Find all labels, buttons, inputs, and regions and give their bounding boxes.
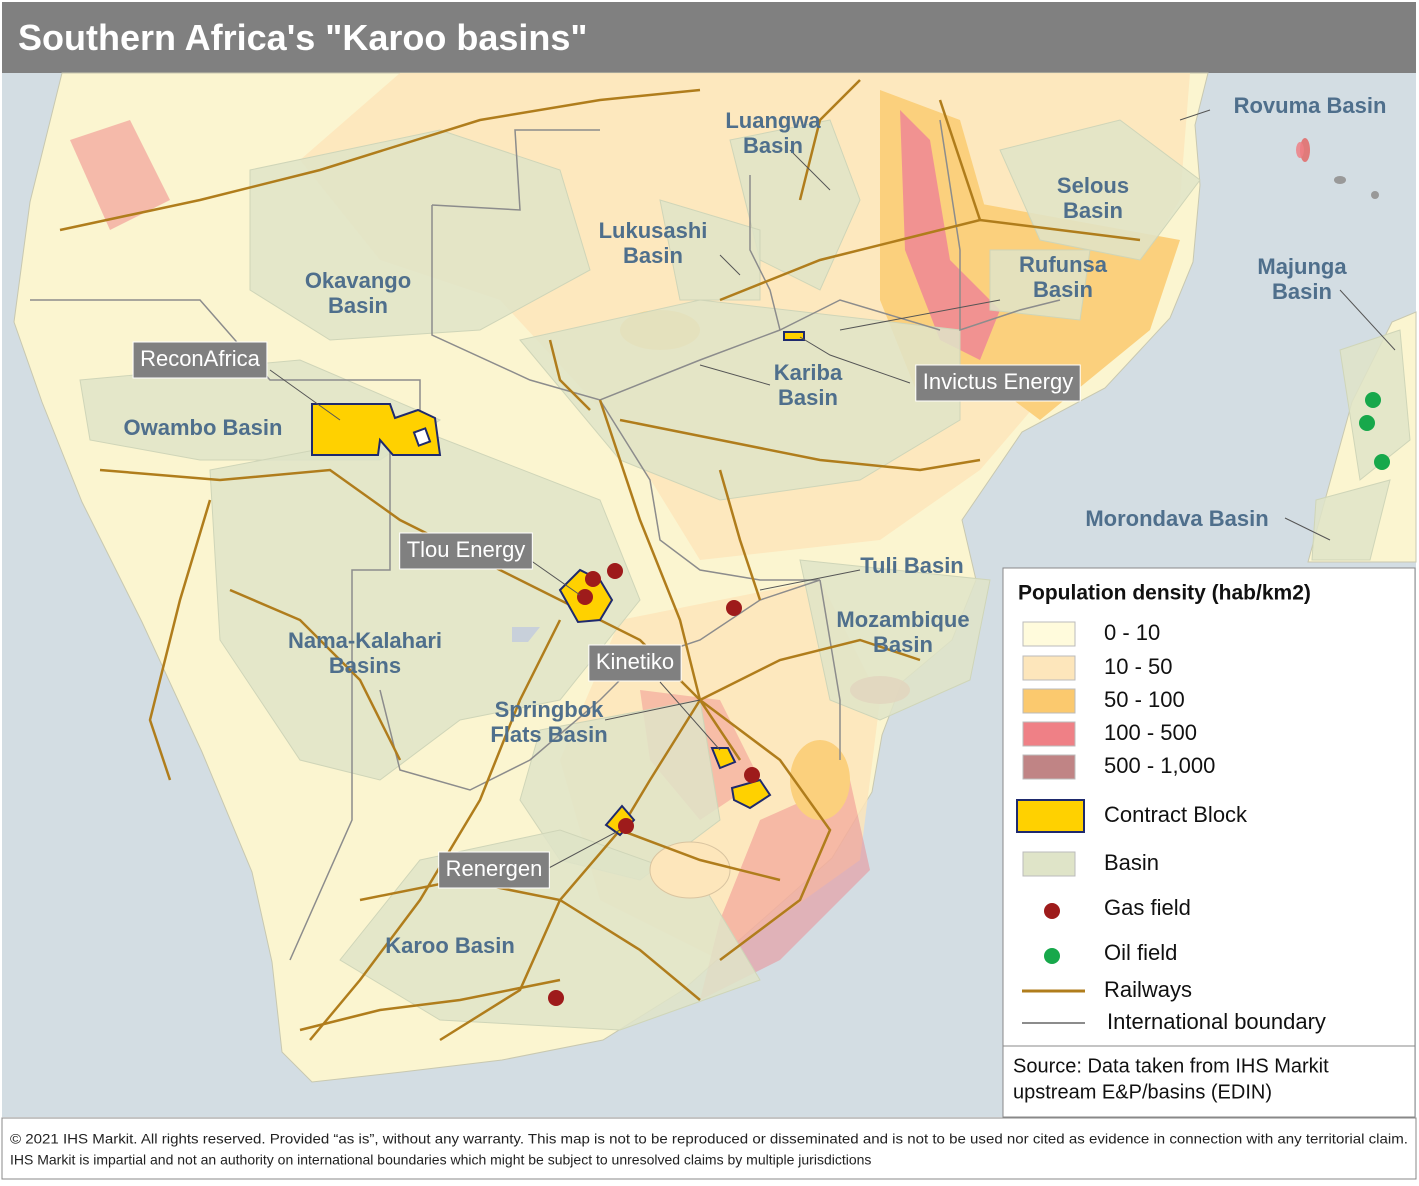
legend-dot <box>1044 948 1060 964</box>
legend-label: 10 - 50 <box>1104 654 1173 679</box>
basin-label: Basin <box>743 133 803 158</box>
lake <box>512 627 540 642</box>
legend-label: 500 - 1,000 <box>1104 753 1215 778</box>
legend-swatch <box>1022 851 1076 877</box>
operator-box <box>399 532 533 570</box>
basin-label: Owambo Basin <box>124 415 283 440</box>
source-line: upstream E&P/basins (EDIN) <box>1013 1081 1272 1103</box>
basin-label: Rufunsa <box>1019 252 1108 277</box>
legend-label: International boundary <box>1107 1009 1326 1034</box>
footer-box <box>1 1117 1417 1180</box>
legend-label: Railways <box>1104 977 1192 1002</box>
footer-line: © 2021 IHS Markit. All rights reserved. … <box>10 1131 1408 1147</box>
legend-swatch <box>1022 655 1076 681</box>
island <box>1334 176 1346 184</box>
legend-label: Oil field <box>1104 940 1177 965</box>
basin-label: Nama-Kalahari <box>288 628 442 653</box>
basin-label: Karoo Basin <box>385 933 515 958</box>
legend-label: Gas field <box>1104 895 1191 920</box>
basin-label: Selous <box>1057 173 1129 198</box>
contract-blocks <box>311 331 805 837</box>
operator-label: ReconAfrica <box>140 346 261 371</box>
title-bar <box>2 2 1416 73</box>
operator-box <box>438 851 550 889</box>
legend-swatch <box>1016 799 1085 833</box>
basin-label: Lukusashi <box>599 218 708 243</box>
legend-swatch <box>1022 754 1076 780</box>
basin-label: Morondava Basin <box>1085 506 1268 531</box>
fields <box>548 392 1390 1006</box>
basin-label: Basin <box>623 243 683 268</box>
legend-swatch <box>1022 688 1076 714</box>
basin-label: Basin <box>1272 279 1332 304</box>
leader-lines <box>269 109 1396 871</box>
operator-box <box>588 644 682 682</box>
source-box <box>1002 1045 1416 1118</box>
operator-label: Tlou Energy <box>407 537 526 562</box>
basin-label: Basin <box>1063 198 1123 223</box>
basin-label: Mozambique <box>836 607 969 632</box>
basin-label: Basin <box>873 632 933 657</box>
lesotho <box>649 841 731 899</box>
basin-label: Flats Basin <box>490 722 607 747</box>
legend-swatch <box>1022 621 1076 647</box>
basin-label: Kariba <box>774 360 843 385</box>
basin-label: Rovuma Basin <box>1234 93 1387 118</box>
operator-label: Invictus Energy <box>923 369 1073 394</box>
legend-title: Population density (hab/km2) <box>1018 582 1311 605</box>
legend-label: 0 - 10 <box>1104 620 1160 645</box>
basin-label: Okavango <box>305 268 411 293</box>
legend-label: 100 - 500 <box>1104 720 1197 745</box>
legend-label: Contract Block <box>1104 802 1248 827</box>
basin-label: Basins <box>329 653 401 678</box>
legend-label: Basin <box>1104 850 1159 875</box>
legend-swatch <box>1022 721 1076 747</box>
footer-line: IHS Markit is impartial and not an autho… <box>10 1152 871 1168</box>
basin-label: Tuli Basin <box>860 553 964 578</box>
island <box>1371 191 1379 199</box>
basin-label: Luangwa <box>725 108 821 133</box>
operator-box <box>915 364 1081 402</box>
basin-label: Basin <box>328 293 388 318</box>
operator-box <box>132 341 268 379</box>
basin-label: Majunga <box>1257 254 1347 279</box>
map-title: Southern Africa's "Karoo basins" <box>18 17 587 58</box>
source-line: Source: Data taken from IHS Markit <box>1013 1055 1329 1077</box>
basin-label: Basin <box>778 385 838 410</box>
basin-label: Springbok <box>495 697 605 722</box>
legend-label: 50 - 100 <box>1104 687 1185 712</box>
basin-label: Basin <box>1033 277 1093 302</box>
operator-label: Kinetiko <box>596 649 674 674</box>
legend-dot <box>1044 903 1060 919</box>
operator-label: Renergen <box>446 856 543 881</box>
legend-items: 0 - 10 10 - 50 50 - 100 100 - 500 500 - 1,00… <box>1016 620 1326 1034</box>
